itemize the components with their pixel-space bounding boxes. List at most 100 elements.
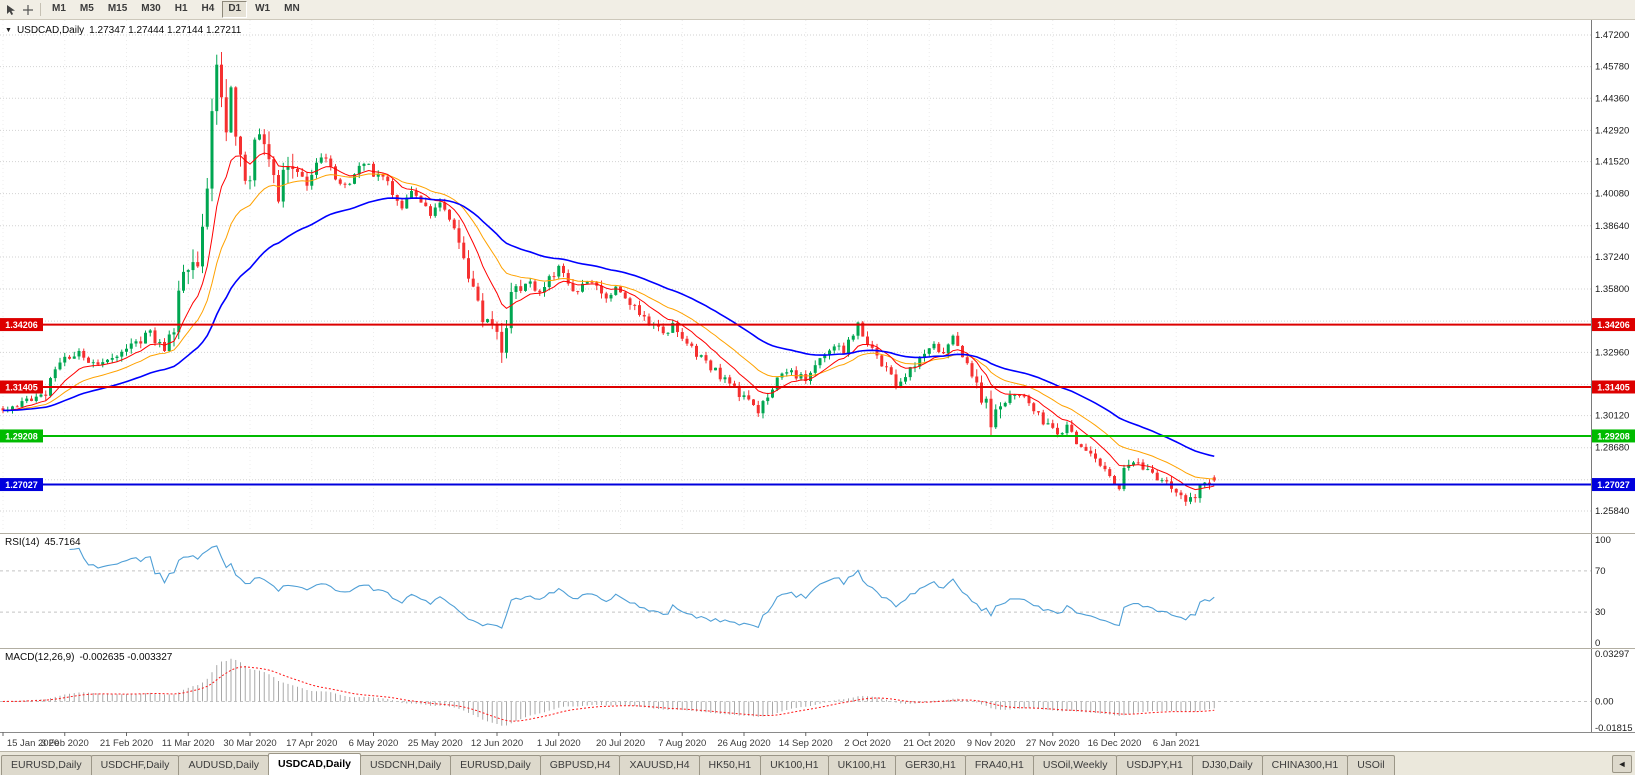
svg-text:12 Jun 2020: 12 Jun 2020 xyxy=(471,738,523,749)
chart-tab-usoil[interactable]: USOil xyxy=(1347,755,1395,775)
rsi-line xyxy=(69,545,1215,629)
svg-text:1.42920: 1.42920 xyxy=(1595,125,1629,136)
chart-tab-usdcad-daily[interactable]: USDCAD,Daily xyxy=(268,753,361,775)
svg-text:1.27027: 1.27027 xyxy=(1597,480,1630,490)
svg-text:3 Feb 2020: 3 Feb 2020 xyxy=(41,738,89,749)
svg-text:15 Jan 2020: 15 Jan 2020 xyxy=(7,738,59,749)
chart-tabs: EURUSD,Daily USDCHF,Daily AUDUSD,Daily USDC… xyxy=(0,751,1607,775)
chart-tab-china300-h1[interactable]: CHINA300,H1 xyxy=(1261,755,1349,775)
svg-text:0.00: 0.00 xyxy=(1595,696,1614,707)
chart-tab-fra40-h1[interactable]: FRA40,H1 xyxy=(964,755,1034,775)
svg-text:1.25840: 1.25840 xyxy=(1595,506,1629,517)
svg-text:70: 70 xyxy=(1595,566,1606,577)
svg-text:11 Mar 2020: 11 Mar 2020 xyxy=(162,738,215,749)
timeframe-button-m30[interactable]: M30 xyxy=(141,3,161,14)
svg-text:0.03297: 0.03297 xyxy=(1595,649,1629,660)
timeframe-button-mn[interactable]: MN xyxy=(284,3,300,14)
chart-tab-audusd-daily[interactable]: AUDUSD,Daily xyxy=(178,755,270,775)
svg-text:1.29208: 1.29208 xyxy=(5,431,38,441)
chart-tab-usdchf-daily[interactable]: USDCHF,Daily xyxy=(90,755,180,775)
chart-tab-eurusd-daily[interactable]: EURUSD,Daily xyxy=(1,755,92,775)
price-tag-1.34206: 1.34206 xyxy=(0,318,43,332)
chart-tab-usoil-weekly[interactable]: USOil,Weekly xyxy=(1032,755,1118,775)
chart-area: 1.47200 1.45780 1.44360 1.42920 1.41520 1.400… xyxy=(0,20,1635,751)
timeframe-button-m1[interactable]: M1 xyxy=(52,3,66,14)
timeframe-button-h4[interactable]: H4 xyxy=(201,3,215,14)
pointer-icon[interactable] xyxy=(2,2,19,18)
svg-text:7 Aug 2020: 7 Aug 2020 xyxy=(658,738,706,749)
svg-text:1.34206: 1.34206 xyxy=(5,320,38,330)
timeframe-buttons: M1 M5 M15 M30 H1 H4 D1 W1 MN xyxy=(45,1,307,18)
svg-text:1.34206: 1.34206 xyxy=(1597,320,1630,330)
price-tag-1.34206: 1.34206 xyxy=(1592,318,1635,332)
ma-fast-line xyxy=(2,152,1215,491)
svg-text:30: 30 xyxy=(1595,607,1606,618)
svg-text:0: 0 xyxy=(1595,638,1600,649)
chart-tab-eurusd-daily[interactable]: EURUSD,Daily xyxy=(450,755,541,775)
svg-text:25 May 2020: 25 May 2020 xyxy=(408,738,463,749)
chart-tab-hk50-h1[interactable]: HK50,H1 xyxy=(698,755,762,775)
price-tag-1.31405: 1.31405 xyxy=(0,380,43,394)
svg-text:20 Jul 2020: 20 Jul 2020 xyxy=(596,738,645,749)
svg-text:1.37240: 1.37240 xyxy=(1595,252,1629,263)
chart-tab-dj30-daily[interactable]: DJ30,Daily xyxy=(1191,755,1263,775)
svg-text:1.31405: 1.31405 xyxy=(1597,382,1630,392)
svg-text:21 Oct 2020: 21 Oct 2020 xyxy=(903,738,955,749)
tab-scroll-left-button[interactable]: ◄ xyxy=(1612,755,1632,773)
timeframe-toolbar: M1 M5 M15 M30 H1 H4 D1 W1 MN xyxy=(0,0,1635,20)
svg-text:1.38640: 1.38640 xyxy=(1595,221,1629,232)
svg-text:1 Jul 2020: 1 Jul 2020 xyxy=(537,738,581,749)
macd-histogram xyxy=(7,658,1215,726)
svg-text:1.44360: 1.44360 xyxy=(1595,93,1629,104)
price-tag-1.29208: 1.29208 xyxy=(1592,429,1635,443)
svg-text:21 Feb 2020: 21 Feb 2020 xyxy=(100,738,153,749)
svg-text:1.40080: 1.40080 xyxy=(1595,189,1629,200)
svg-text:1.45780: 1.45780 xyxy=(1595,62,1629,73)
svg-text:6 Jan 2021: 6 Jan 2021 xyxy=(1153,738,1200,749)
chart-tab-uk100-h1[interactable]: UK100,H1 xyxy=(827,755,897,775)
timeframe-button-d1[interactable]: D1 xyxy=(222,1,248,18)
svg-text:27 Nov 2020: 27 Nov 2020 xyxy=(1026,738,1080,749)
toolbar-separator xyxy=(40,3,41,16)
svg-text:6 May 2020: 6 May 2020 xyxy=(349,738,399,749)
chart-tab-bar: EURUSD,Daily USDCHF,Daily AUDUSD,Daily USDC… xyxy=(0,751,1635,775)
crosshair-icon[interactable] xyxy=(19,2,36,18)
svg-text:1.31405: 1.31405 xyxy=(5,382,38,392)
candles-layer xyxy=(1,52,1216,506)
svg-text:1.29208: 1.29208 xyxy=(1597,431,1630,441)
svg-text:1.35800: 1.35800 xyxy=(1595,284,1629,295)
chart-tab-uk100-h1[interactable]: UK100,H1 xyxy=(760,755,829,775)
chart-tab-usdjpy-h1[interactable]: USDJPY,H1 xyxy=(1116,755,1193,775)
ma-slow-line xyxy=(2,197,1215,458)
ma-mid-line xyxy=(2,173,1215,480)
timeframe-button-m15[interactable]: M15 xyxy=(107,3,128,14)
svg-text:14 Sep 2020: 14 Sep 2020 xyxy=(779,738,833,749)
svg-text:2 Oct 2020: 2 Oct 2020 xyxy=(844,738,890,749)
price-tag-1.27027: 1.27027 xyxy=(1592,478,1635,492)
price-tag-1.27027: 1.27027 xyxy=(0,478,43,492)
svg-text:30 Mar 2020: 30 Mar 2020 xyxy=(223,738,276,749)
svg-text:1.27027: 1.27027 xyxy=(5,480,38,490)
svg-text:1.28680: 1.28680 xyxy=(1595,443,1629,454)
timeframe-button-w1[interactable]: W1 xyxy=(255,3,271,14)
price-tag-1.29208: 1.29208 xyxy=(0,429,43,443)
chart-tab-ger30-h1[interactable]: GER30,H1 xyxy=(895,755,966,775)
svg-text:9 Nov 2020: 9 Nov 2020 xyxy=(967,738,1016,749)
chart-tab-xauusd-h4[interactable]: XAUUSD,H4 xyxy=(619,755,700,775)
svg-text:1.30120: 1.30120 xyxy=(1595,411,1629,422)
chart-canvas[interactable]: 1.47200 1.45780 1.44360 1.42920 1.41520 1.400… xyxy=(0,20,1635,751)
price-tag-1.31405: 1.31405 xyxy=(1592,380,1635,394)
svg-text:-0.01815: -0.01815 xyxy=(1595,723,1633,734)
svg-text:1.47200: 1.47200 xyxy=(1595,30,1629,41)
svg-text:100: 100 xyxy=(1595,535,1611,546)
svg-text:17 Apr 2020: 17 Apr 2020 xyxy=(286,738,337,749)
svg-text:1.32960: 1.32960 xyxy=(1595,347,1629,358)
svg-text:26 Aug 2020: 26 Aug 2020 xyxy=(717,738,770,749)
chart-tab-gbpusd-h4[interactable]: GBPUSD,H4 xyxy=(539,755,621,775)
svg-text:16 Dec 2020: 16 Dec 2020 xyxy=(1088,738,1142,749)
timeframe-button-m5[interactable]: M5 xyxy=(79,3,94,14)
timeframe-button-h1[interactable]: H1 xyxy=(174,3,188,14)
svg-text:1.41520: 1.41520 xyxy=(1595,157,1629,168)
macd-signal-line xyxy=(2,666,1215,722)
chart-tab-usdcnh-daily[interactable]: USDCNH,Daily xyxy=(359,755,452,775)
